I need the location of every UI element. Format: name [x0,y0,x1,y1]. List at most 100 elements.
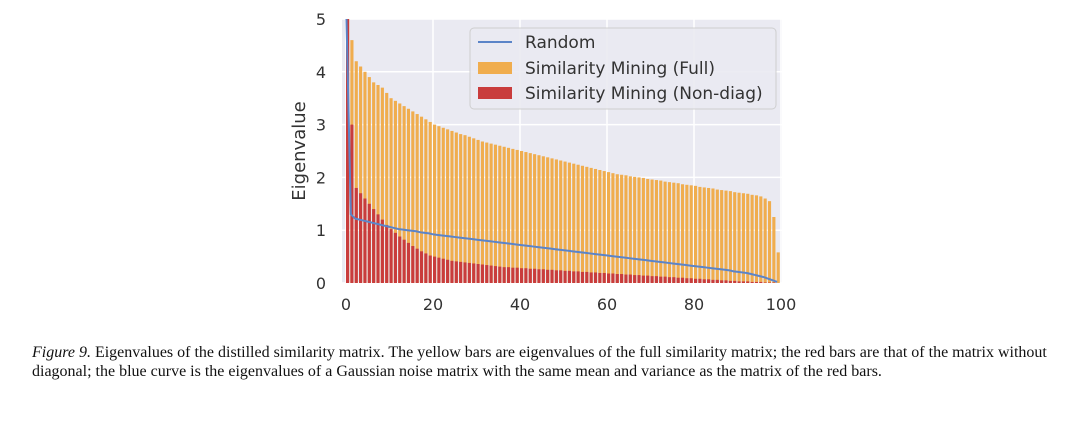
full-bar [524,152,528,283]
nondiag-bar [533,268,537,283]
nondiag-bar [580,271,585,283]
nondiag-bar [476,263,480,283]
full-bar [763,198,767,283]
full-bar [502,146,506,283]
legend-box [469,27,777,110]
nondiag-bar [419,251,424,283]
legend-full-label: Similarity Mining (Full) [525,59,715,79]
full-bar [441,127,445,283]
nondiag-bar [406,242,411,283]
nondiag-bar [698,278,702,283]
nondiag-bar [633,275,637,283]
full-bar [472,138,476,283]
full-bar [363,71,367,283]
nondiag-bar [424,253,428,283]
full-bar [694,185,698,283]
full-bar [459,134,463,283]
nondiag-bar [415,248,419,283]
full-bar [580,165,585,283]
full-bar [454,132,458,283]
full-bar [498,145,502,283]
y-axis-title: Eigenvalue [289,101,310,200]
nondiag-bar [767,282,772,283]
x-tick-label: 100 [766,295,797,314]
full-bar [354,61,358,283]
full-bar [637,177,641,283]
full-bar [737,192,741,283]
nondiag-bar [689,278,693,283]
full-bar [746,193,750,283]
nondiag-bar [450,260,454,283]
nondiag-bar [563,270,567,283]
nondiag-bar [650,276,654,283]
nondiag-bar [707,279,711,283]
nondiag-bar [385,224,389,283]
x-tick-label: 60 [597,295,617,314]
nondiag-bar [489,265,493,283]
full-bar [520,151,524,283]
full-bar [463,135,467,283]
full-bar [506,147,511,283]
full-bar [389,98,393,283]
caption-text: Eigenvalues of the distilled similarity … [32,344,1047,380]
x-tick-labels: 0 20 40 60 80 100 [341,295,796,314]
full-bar [515,149,519,283]
nondiag-bar [537,269,541,283]
full-bar [724,190,728,283]
legend-nondiag-label: Similarity Mining (Non-diag) [525,84,763,104]
nondiag-bar [546,269,550,283]
nondiag-bar [593,272,598,283]
nondiag-bar [763,282,767,283]
full-bar [676,183,680,283]
full-bar [741,193,745,283]
nondiag-bar [746,281,750,283]
x-tick-label: 40 [510,295,530,314]
nondiag-bar [454,261,458,283]
nondiag-bar [602,272,606,283]
full-bar [624,175,628,283]
figure-label: Figure 9. [32,344,91,361]
full-bar [680,184,685,283]
nondiag-bar [772,282,776,283]
nondiag-bar [554,270,558,283]
full-bar [663,181,667,283]
nondiag-bar [359,193,363,283]
y-tick-label: 2 [316,168,326,187]
full-bar [598,170,602,283]
nondiag-bar [572,271,576,283]
full-bar [633,176,637,283]
full-bar [707,187,711,283]
legend: Random Similarity Mining (Full) Similari… [469,27,777,110]
full-bar [367,77,371,283]
nondiag-bar [472,263,476,283]
full-bar [485,142,489,283]
nondiag-bar [511,267,515,283]
full-bar [602,171,606,283]
nondiag-bar [711,279,715,283]
full-bar [667,182,672,283]
eigenvalue-chart: 0 20 40 60 80 100 0 1 2 3 4 5 Eigenvalue Random Si… [289,10,796,314]
full-bar [446,129,450,283]
nondiag-bar [759,281,763,283]
full-bar [628,176,632,283]
nondiag-bar [676,277,680,283]
legend-nondiag-swatch [478,87,512,99]
full-bar [646,178,650,283]
nondiag-bar [502,267,506,283]
full-bar [776,252,780,283]
full-bar [359,66,363,284]
legend-full-swatch [478,62,512,74]
nondiag-bar [411,246,415,283]
nondiag-bar [346,19,350,283]
full-bar [376,85,380,283]
nondiag-bar [393,232,397,283]
full-bar [419,116,424,284]
y-tick-label: 3 [316,116,326,135]
nondiag-bar [550,269,554,283]
nondiag-bar [363,198,367,283]
full-bar [380,87,384,283]
figure-caption: Figure 9. Eigenvalues of the distilled s… [32,343,1056,381]
nondiag-bar [702,279,706,283]
nondiag-bar [559,270,563,283]
full-bar [528,153,532,283]
